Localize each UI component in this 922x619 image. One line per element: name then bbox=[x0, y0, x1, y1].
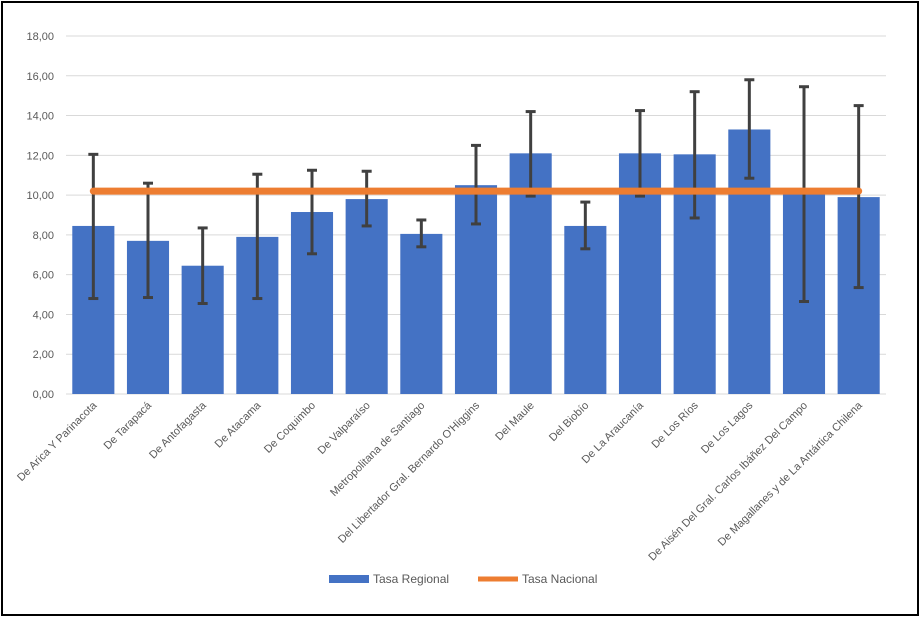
y-tick-label: 0,00 bbox=[33, 389, 54, 401]
x-category-label: De Coquimbo bbox=[262, 400, 318, 456]
x-category-label: Del Biobío bbox=[547, 400, 591, 444]
bar bbox=[345, 199, 388, 394]
x-category-label: De Arica Y Parinacota bbox=[15, 399, 100, 484]
x-category-label: De Atacama bbox=[213, 399, 264, 450]
bar bbox=[564, 225, 607, 394]
y-tick-label: 6,00 bbox=[33, 270, 54, 282]
legend-label-regional: Tasa Regional bbox=[373, 572, 449, 586]
y-tick-label: 18,00 bbox=[26, 31, 54, 43]
y-tick-label: 10,00 bbox=[26, 190, 54, 202]
x-category-label: De Valparaíso bbox=[316, 400, 373, 457]
x-category-label: De Los Ríos bbox=[650, 399, 702, 451]
y-tick-label: 12,00 bbox=[26, 150, 54, 162]
y-tick-label: 2,00 bbox=[33, 349, 54, 361]
x-category-label: De Antofagasta bbox=[147, 399, 209, 461]
y-tick-label: 16,00 bbox=[26, 71, 54, 83]
error-bars bbox=[88, 78, 864, 306]
y-axis-ticks: 0,00 2,00 4,00 6,00 8,00 10,00 12,00 14,00 16,00… bbox=[26, 31, 54, 401]
legend-swatch-regional bbox=[329, 575, 369, 583]
x-category-label: Del Maule bbox=[493, 400, 537, 444]
x-category-label: De Los Lagos bbox=[699, 399, 756, 456]
x-category-label: De Tarapacá bbox=[102, 399, 155, 452]
x-category-label: Metropolitana de Santiago bbox=[328, 400, 427, 499]
legend-label-national: Tasa Nacional bbox=[522, 572, 597, 586]
y-tick-label: 8,00 bbox=[33, 230, 54, 242]
legend: Tasa Regional Tasa Nacional bbox=[329, 572, 597, 586]
y-tick-label: 4,00 bbox=[33, 309, 54, 321]
y-tick-label: 14,00 bbox=[26, 111, 54, 123]
bar bbox=[400, 233, 443, 394]
